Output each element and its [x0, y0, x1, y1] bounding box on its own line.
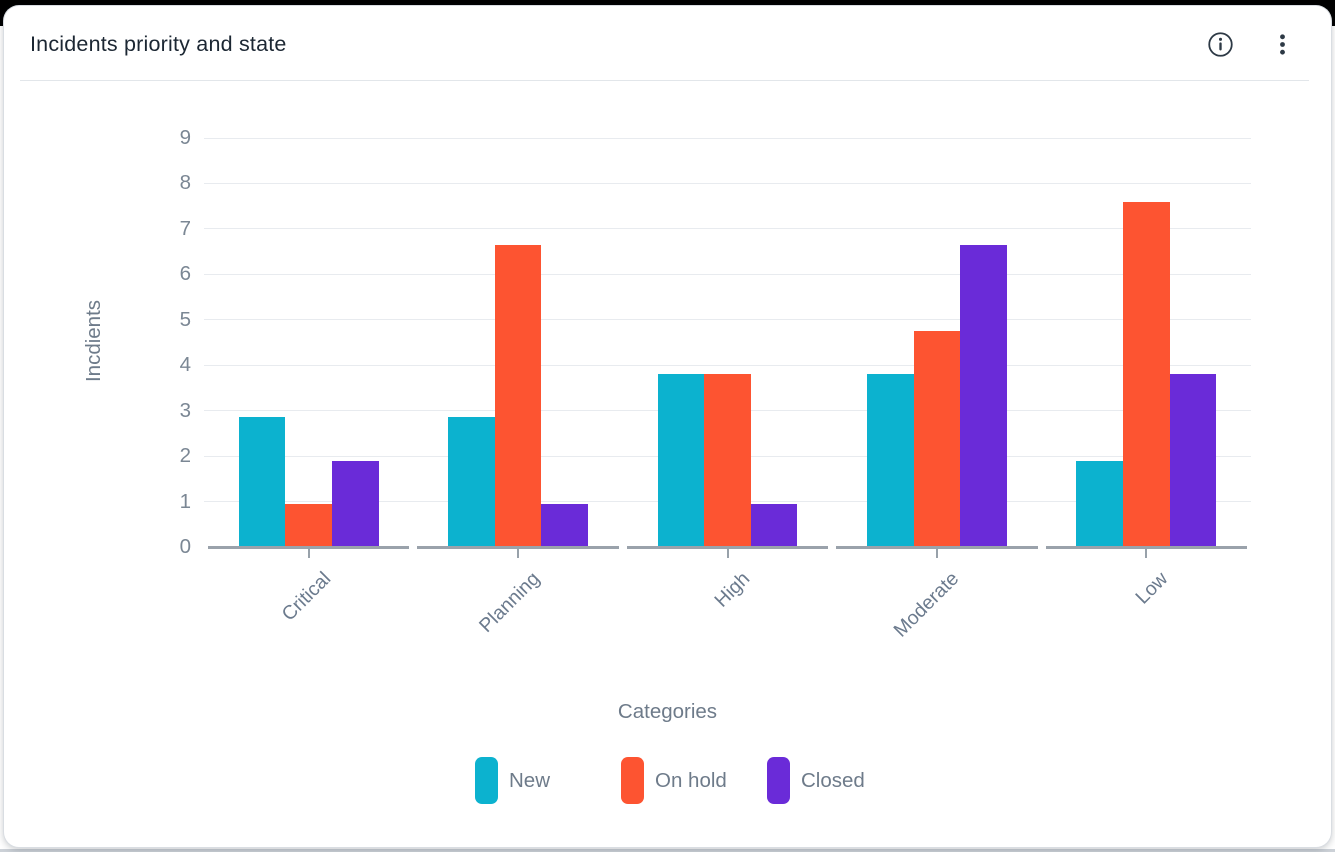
bar-high-closed[interactable]: [750, 503, 798, 547]
x-axis-line-segment: [417, 546, 619, 549]
bar-high-on-hold[interactable]: [704, 374, 751, 547]
bar-low-new[interactable]: [1076, 460, 1123, 547]
y-axis-tick-label: 4: [179, 353, 191, 377]
bar-high-new[interactable]: [657, 374, 705, 547]
x-axis-category-label: Critical: [277, 567, 335, 626]
bar-moderate-on-hold[interactable]: [913, 331, 961, 547]
y-axis-tick-label: 7: [179, 216, 191, 240]
gridline-7: [204, 228, 1251, 230]
gridline-5: [204, 319, 1251, 321]
x-axis-tick: [517, 548, 520, 558]
x-axis-line-segment: [626, 546, 829, 549]
legend-item-new[interactable]: New: [475, 757, 621, 804]
y-axis-tick-label: 3: [179, 398, 191, 422]
bar-critical-on-hold[interactable]: [285, 503, 332, 547]
x-axis-tick: [307, 548, 310, 558]
bar-low-closed[interactable]: [1169, 374, 1217, 547]
x-axis-tick: [726, 548, 729, 558]
y-axis-tick-label: 9: [179, 126, 191, 149]
gridline-6: [204, 273, 1251, 275]
info-button[interactable]: [1203, 27, 1237, 61]
info-icon: [1207, 31, 1234, 58]
x-axis-tick: [1145, 548, 1148, 558]
bar-chart: Incdients Categories New On hold Closed 0 1…: [4, 6, 1331, 847]
y-axis-tick-label: 2: [179, 444, 191, 468]
bar-critical-closed[interactable]: [332, 460, 379, 547]
bar-planning-new[interactable]: [448, 417, 495, 547]
bar-moderate-new[interactable]: [867, 374, 914, 547]
x-axis-category-label: High: [709, 567, 754, 612]
y-axis-tick-label: 6: [179, 262, 191, 286]
y-axis-title: Incdients: [82, 299, 105, 383]
legend-label: New: [509, 768, 551, 792]
y-axis-tick-label: 0: [179, 535, 191, 558]
widget-header-actions: [1203, 27, 1299, 61]
kebab-menu-icon: [1269, 31, 1296, 58]
x-axis-line-segment: [836, 546, 1038, 549]
legend-swatch-closed: [767, 757, 790, 804]
x-axis-title: Categories: [617, 700, 718, 723]
bar-moderate-closed[interactable]: [960, 244, 1007, 547]
y-axis-tick-label: 1: [179, 489, 191, 513]
gridline-4: [204, 364, 1251, 366]
y-axis-tick-label: 8: [179, 171, 191, 195]
gridline-9: [204, 137, 1251, 139]
bar-planning-on-hold[interactable]: [494, 244, 542, 547]
x-axis-line-segment: [1045, 546, 1247, 549]
legend-item-closed[interactable]: Closed: [767, 757, 865, 804]
x-axis-category-label: Low: [1131, 567, 1173, 609]
x-axis-line-segment: [208, 546, 410, 549]
page-divider-bottom: [0, 849, 1335, 852]
legend-swatch-on-hold: [621, 757, 644, 804]
x-axis-category-label: Planning: [475, 567, 545, 637]
gridline-8: [204, 182, 1251, 184]
bar-low-on-hold[interactable]: [1123, 201, 1170, 547]
incidents-widget-card: Incidents priority and state: [4, 6, 1331, 847]
bar-planning-closed[interactable]: [541, 503, 588, 547]
overflow-menu-button[interactable]: [1265, 27, 1299, 61]
widget-title: Incidents priority and state: [30, 31, 287, 56]
legend-label: On hold: [655, 768, 727, 792]
x-axis-category-label: Moderate: [889, 567, 964, 642]
widget-header: Incidents priority and state: [20, 6, 1309, 81]
bar-critical-new[interactable]: [238, 417, 286, 547]
legend-swatch-new: [475, 757, 498, 804]
y-axis-tick-label: 5: [179, 307, 191, 331]
legend-item-on-hold[interactable]: On hold: [621, 757, 767, 804]
legend-label: Closed: [801, 768, 865, 792]
chart-legend: New On hold Closed: [475, 757, 865, 804]
x-axis-tick: [935, 548, 938, 558]
